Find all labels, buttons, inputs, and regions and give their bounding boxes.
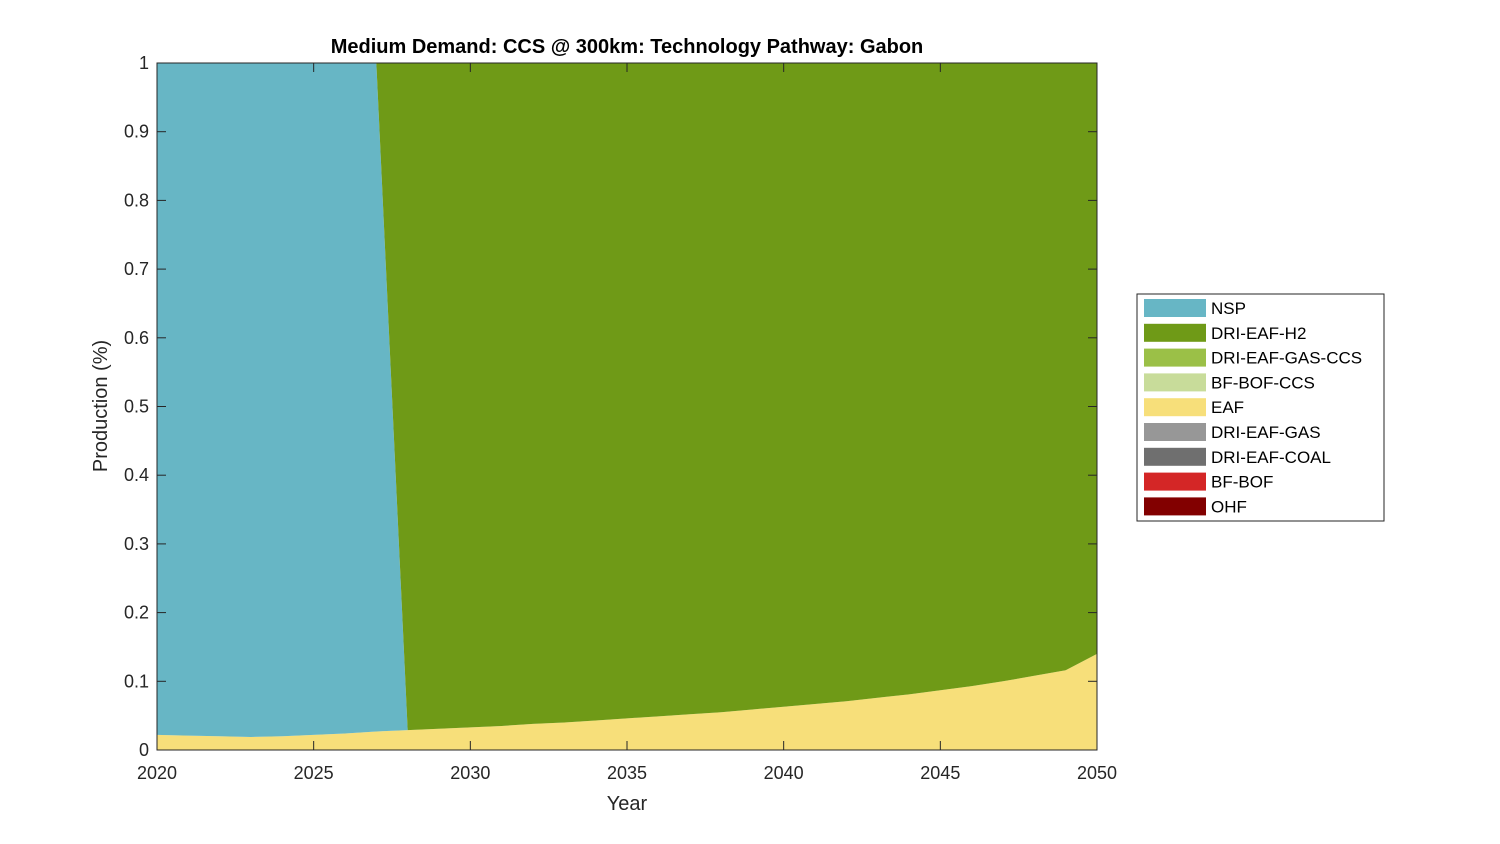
legend-swatch — [1144, 398, 1206, 417]
legend-item: BF-BOF — [1144, 472, 1273, 492]
legend-swatch — [1144, 373, 1206, 392]
legend-label: EAF — [1211, 398, 1244, 417]
legend-item: DRI-EAF-H2 — [1144, 323, 1306, 343]
y-tick-label: 0.5 — [124, 397, 149, 417]
legend-label: DRI-EAF-GAS-CCS — [1211, 349, 1362, 368]
legend-label: NSP — [1211, 299, 1246, 318]
legend-item: EAF — [1144, 398, 1244, 417]
legend-swatch — [1144, 447, 1206, 466]
legend-item: NSP — [1144, 299, 1246, 318]
y-tick-label: 0 — [139, 740, 149, 760]
legend-label: DRI-EAF-COAL — [1211, 448, 1331, 467]
y-axis-label: Production (%) — [90, 340, 112, 472]
legend-label: BF-BOF — [1211, 473, 1273, 492]
y-tick-label: 1 — [139, 53, 149, 73]
x-axis-label: Year — [607, 793, 648, 815]
legend-label: BF-BOF-CCS — [1211, 373, 1315, 392]
y-axis-ticks: 0 0.1 0.2 0.3 0.4 0.5 0.6 0.7 0.8 0.9 1 — [124, 53, 1097, 760]
y-tick-label: 0.7 — [124, 259, 149, 279]
x-axis-ticks: 2020 2025 2030 2035 2040 2045 2050 — [137, 63, 1117, 783]
y-tick-label: 0.4 — [124, 465, 149, 485]
legend-item: OHF — [1144, 497, 1247, 516]
y-tick-label: 0.9 — [124, 122, 149, 142]
x-tick-label: 2035 — [607, 763, 647, 783]
legend-item: DRI-EAF-GAS — [1144, 423, 1321, 442]
legend-label: OHF — [1211, 497, 1247, 516]
y-tick-label: 0.8 — [124, 190, 149, 210]
legend: NSP DRI-EAF-H2 DRI-EAF-GAS-CCS BF-BOF-CCS EA… — [1136, 293, 1385, 522]
area-series-group — [157, 63, 1097, 750]
x-tick-label: 2040 — [764, 763, 804, 783]
y-tick-label: 0.2 — [124, 603, 149, 623]
x-tick-label: 2025 — [294, 763, 334, 783]
legend-swatch — [1144, 472, 1206, 491]
x-tick-label: 2050 — [1077, 763, 1117, 783]
x-tick-label: 2045 — [920, 763, 960, 783]
y-tick-label: 0.6 — [124, 328, 149, 348]
legend-swatch — [1144, 423, 1206, 441]
x-tick-label: 2020 — [137, 763, 177, 783]
legend-label: DRI-EAF-H2 — [1211, 324, 1306, 343]
legend-swatch — [1144, 323, 1206, 342]
y-tick-label: 0.3 — [124, 534, 149, 554]
area-nsp — [157, 63, 1097, 737]
area-eaf — [157, 653, 1097, 750]
legend-item: DRI-EAF-COAL — [1144, 447, 1331, 467]
legend-swatch — [1144, 299, 1206, 317]
legend-item: BF-BOF-CCS — [1144, 373, 1315, 392]
legend-swatch — [1144, 497, 1206, 516]
x-tick-label: 2030 — [450, 763, 490, 783]
legend-item: DRI-EAF-GAS-CCS — [1144, 348, 1362, 368]
legend-swatch — [1144, 348, 1206, 367]
chart-title: Medium Demand: CCS @ 300km: Technology P… — [331, 36, 924, 58]
y-tick-label: 0.1 — [124, 671, 149, 691]
legend-label: DRI-EAF-GAS — [1211, 423, 1321, 442]
area-dri-eaf-h2 — [157, 63, 1097, 731]
